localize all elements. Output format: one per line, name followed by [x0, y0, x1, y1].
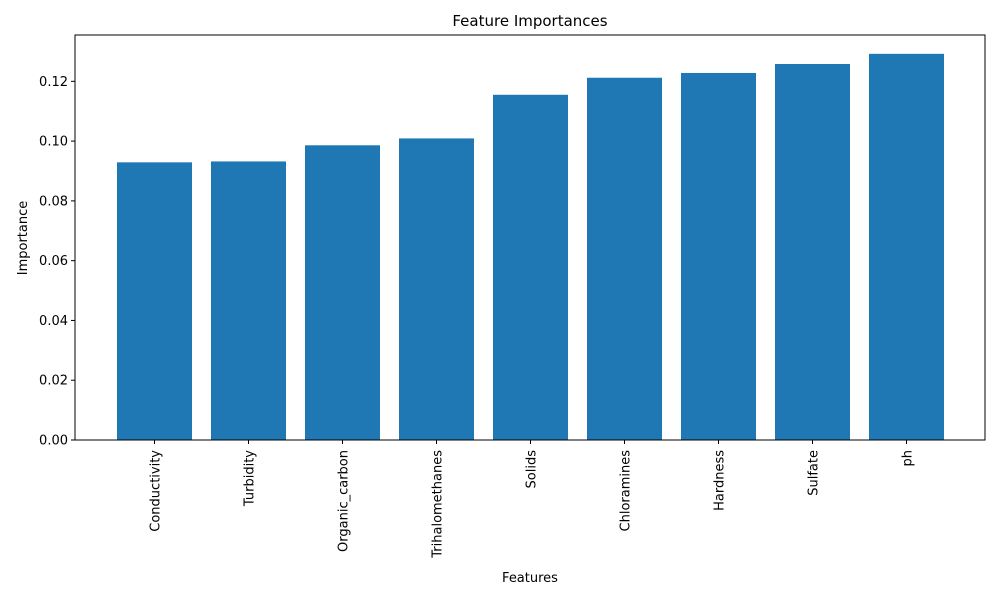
- y-tick-label: 0.08: [39, 194, 68, 209]
- bar-conductivity: [117, 162, 192, 440]
- bar-sulfate: [775, 63, 850, 441]
- bar-chloramines: [587, 77, 662, 440]
- bar-organic-carbon: [305, 145, 380, 441]
- x-tick-label: Organic_carbon: [337, 450, 352, 552]
- y-tick-label: 0.00: [39, 434, 68, 449]
- x-tick-label: Sulfate: [807, 450, 822, 496]
- bar-hardness: [681, 72, 756, 440]
- bar-turbidity: [211, 161, 286, 440]
- chart-title: Feature Importances: [452, 12, 607, 30]
- x-tick-label: Conductivity: [149, 450, 164, 532]
- y-tick-label: 0.12: [39, 75, 68, 90]
- y-axis-title: Importance: [16, 201, 31, 276]
- x-axis-title: Features: [502, 571, 558, 586]
- plot-frame: [74, 34, 986, 441]
- bar-ph: [869, 53, 944, 440]
- y-tick-label: 0.10: [39, 135, 68, 150]
- x-tick-label: Solids: [525, 450, 540, 489]
- x-tick-label: Hardness: [713, 450, 728, 511]
- y-tick-label: 0.04: [39, 314, 68, 329]
- y-tick-label: 0.06: [39, 254, 68, 269]
- x-axis: Conductivity Turbidity Organic_carbon Triha…: [149, 440, 916, 559]
- y-tick-label: 0.02: [39, 374, 68, 389]
- x-tick-label: Trihalomethanes: [431, 450, 446, 559]
- bar-trihalomethanes: [399, 138, 474, 440]
- bar-solids: [493, 94, 568, 440]
- y-axis: 0.00 0.02 0.04 0.06 0.08 0.10 0.12: [39, 75, 75, 449]
- x-tick-label: ph: [901, 450, 916, 467]
- bars-group: [117, 53, 944, 441]
- x-tick-label: Chloramines: [619, 450, 634, 532]
- x-tick-label: Turbidity: [243, 450, 258, 507]
